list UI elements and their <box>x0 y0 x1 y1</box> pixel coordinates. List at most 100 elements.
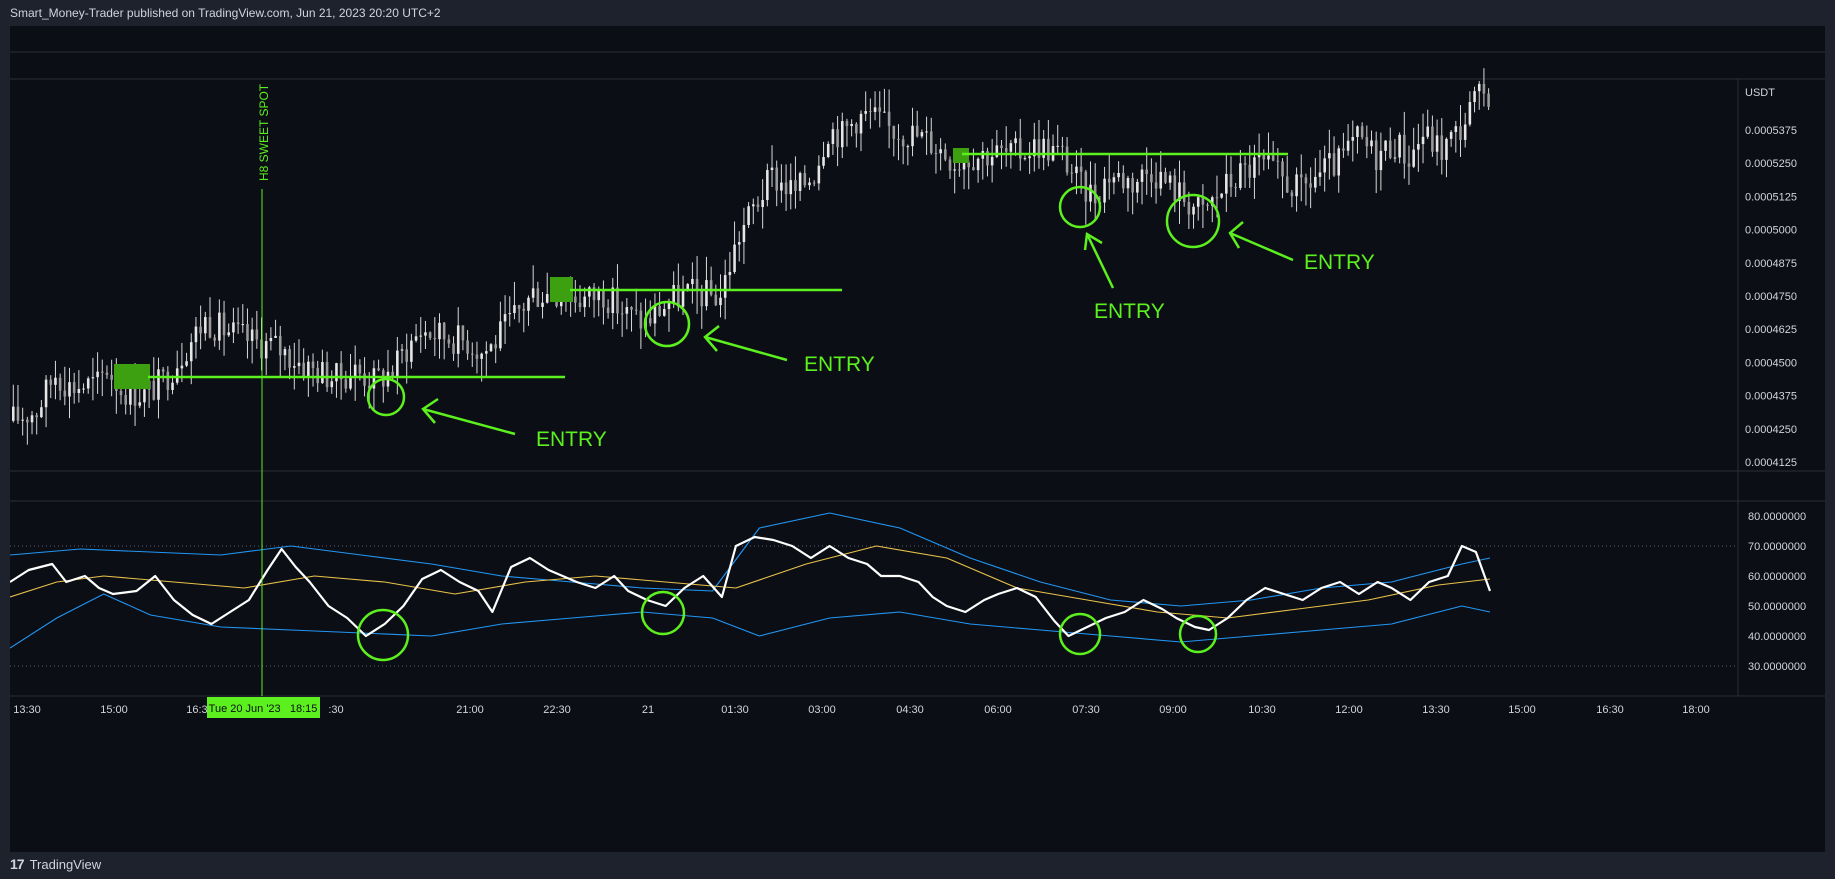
chart-frame[interactable]: USDT 0.0005375 0.0005250 0.0005125 0.000500… <box>9 26 1825 852</box>
candle-body <box>236 322 240 325</box>
rsi-axis[interactable]: 80.0000000 70.0000000 60.0000000 50.0000000… <box>1748 511 1806 673</box>
candle-body <box>157 369 160 400</box>
candle-body <box>367 385 371 389</box>
candle-body <box>695 278 699 291</box>
candle-body <box>1159 171 1163 189</box>
candle-body <box>686 284 690 290</box>
candle-body <box>377 368 380 371</box>
candle-body <box>915 125 919 137</box>
candle-body <box>1206 204 1209 206</box>
candle-body <box>1431 126 1434 152</box>
candle-body <box>316 367 320 384</box>
candle-body <box>119 390 123 396</box>
candle-body <box>166 371 170 390</box>
candle-body <box>845 121 849 127</box>
candle-body <box>995 145 999 157</box>
entry-circle-price-4 <box>1165 193 1221 249</box>
candle-body <box>958 169 961 171</box>
candle-body <box>1023 158 1027 160</box>
candle-body <box>470 353 474 355</box>
candle-body <box>1075 166 1078 174</box>
candle-body <box>705 280 708 307</box>
candle-body <box>831 129 835 144</box>
candle-body <box>953 169 956 171</box>
candle-body <box>663 309 666 316</box>
candle-body <box>578 302 582 308</box>
candle-body <box>583 296 586 308</box>
candle-body <box>1454 126 1458 133</box>
candle-body <box>133 380 137 406</box>
arrow-4 <box>1228 221 1294 262</box>
candle-body <box>677 285 680 307</box>
candle-body <box>325 362 329 388</box>
candle-body <box>1257 153 1261 158</box>
candle-body <box>152 380 156 400</box>
rsi-lines <box>9 512 1492 649</box>
candle-body <box>189 342 193 362</box>
candle-body <box>1225 173 1228 194</box>
candle-body <box>419 335 423 337</box>
arrow-3 <box>1083 231 1115 289</box>
candle-body <box>700 290 704 307</box>
candle-body <box>559 300 563 307</box>
candle-body <box>775 167 778 191</box>
candle-body <box>681 289 685 307</box>
candle-body <box>1304 177 1308 184</box>
candle-body <box>592 287 596 301</box>
candle-body <box>293 366 296 368</box>
candle-body <box>353 364 357 378</box>
candle-body <box>349 377 352 389</box>
candle-body <box>906 146 910 148</box>
rsi-tick: 70.0000000 <box>1748 541 1806 553</box>
candle-body <box>26 419 29 423</box>
candle-body <box>100 371 104 373</box>
candle-body <box>944 149 947 160</box>
candle-body <box>391 371 394 377</box>
candle-body <box>911 125 914 147</box>
candle-body <box>723 275 727 298</box>
candle-body <box>1178 182 1181 202</box>
candle-body <box>175 368 179 383</box>
candle-body <box>588 287 591 297</box>
candle-body <box>822 157 825 166</box>
candle-body <box>901 139 905 147</box>
candle-body <box>1477 83 1481 92</box>
candle-body <box>714 294 718 306</box>
candle-body <box>939 149 942 154</box>
candle-body <box>784 182 788 195</box>
entry-circle-price-3 <box>1058 185 1102 229</box>
currency-label: USDT <box>1745 87 1775 99</box>
candle-body <box>91 377 95 379</box>
footer-brand[interactable]: 17 TradingView <box>10 856 101 872</box>
candle-body <box>414 336 418 341</box>
candle-body <box>611 287 615 313</box>
candle-body <box>1332 153 1336 176</box>
time-axis[interactable]: 13:30 15:00 16:30 21:00 22:30 21 01:30 03:00 04:… <box>13 704 1710 716</box>
candle-body <box>1004 148 1008 152</box>
candle-body <box>850 123 853 127</box>
candle-body <box>68 382 71 397</box>
candle-body <box>1365 137 1369 147</box>
price-axis[interactable]: 0.0005375 0.0005250 0.0005125 0.0005000 0.00… <box>1745 125 1797 469</box>
time-tick: 16:30 <box>1596 704 1624 716</box>
candle-body <box>21 419 24 421</box>
candle-body <box>1000 145 1003 149</box>
candle-body <box>531 288 535 298</box>
arrow-1 <box>421 397 516 436</box>
candle-body <box>1033 139 1036 157</box>
candle-body <box>1107 178 1111 183</box>
chart-canvas[interactable]: USDT 0.0005375 0.0005250 0.0005125 0.000500… <box>9 26 1825 852</box>
candle-body <box>452 343 455 354</box>
price-tick: 0.0005000 <box>1745 225 1797 237</box>
candle-body <box>461 325 465 341</box>
candle-body <box>335 363 338 382</box>
candle-body <box>761 200 764 208</box>
candle-body <box>1243 163 1247 165</box>
time-tick: :30 <box>328 704 343 716</box>
demand-zone-2 <box>550 277 573 302</box>
demand-zone-3 <box>953 148 969 163</box>
candle-body <box>733 244 736 272</box>
candle-body <box>1182 182 1186 202</box>
candle-body <box>756 204 760 208</box>
candle-body <box>124 395 127 405</box>
